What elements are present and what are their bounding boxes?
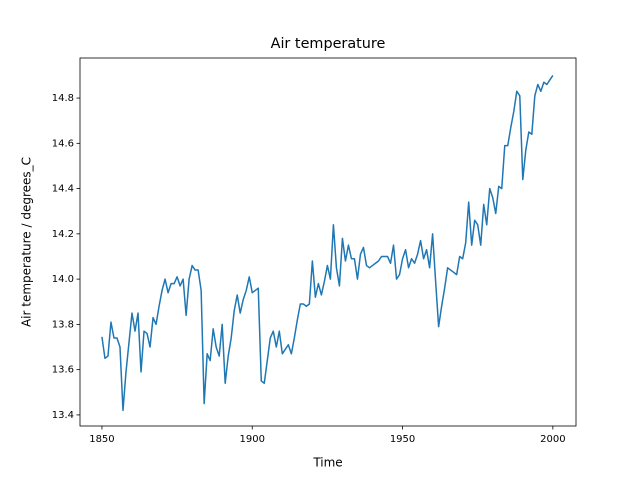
- y-tick-label: 14.0: [52, 274, 74, 285]
- line: [101, 75, 554, 412]
- y-tick-label: 13.4: [52, 410, 74, 421]
- x-tick-label: 1850: [89, 434, 114, 445]
- y-tick-label: 14.4: [52, 184, 74, 195]
- y-tick-label: 13.6: [52, 365, 74, 376]
- chart-title: Air temperature: [271, 36, 386, 52]
- axes-frame: [79, 57, 577, 427]
- y-tick-label: 14.2: [52, 229, 74, 240]
- x-tick-label: 2000: [540, 434, 565, 445]
- x-axis-label: Time: [312, 456, 342, 470]
- y-tick-label: 13.8: [52, 319, 74, 330]
- x-tick-label: 1950: [390, 434, 415, 445]
- x-tick-label: 1900: [240, 434, 265, 445]
- y-tick-label: 14.8: [52, 93, 74, 104]
- y-tick-label: 14.6: [52, 138, 74, 149]
- y-axis-label: Air temperature / degrees_C: [20, 157, 34, 327]
